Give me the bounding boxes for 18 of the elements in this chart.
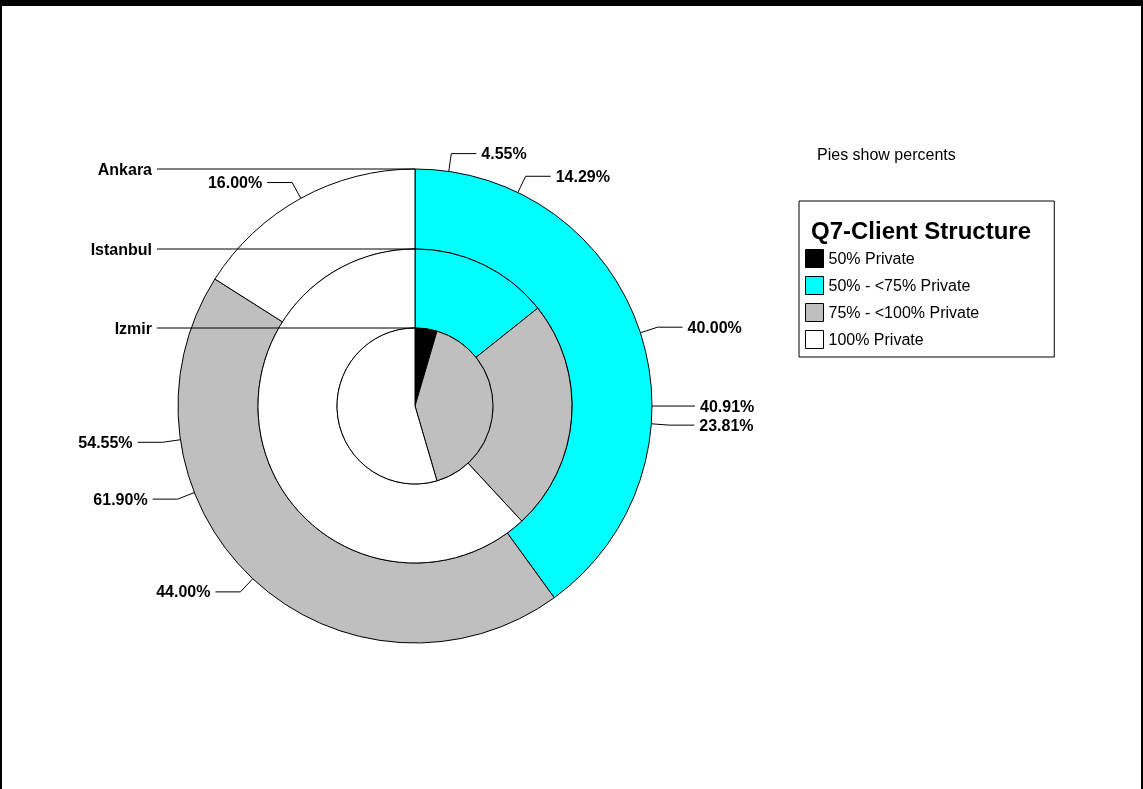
legend-label: 100% Private (828, 331, 924, 348)
data-label: 4.55% (481, 145, 527, 163)
data-label: 61.90% (93, 490, 148, 508)
data-label: 44.00% (156, 583, 211, 601)
slice-label: Istanbul (90, 240, 152, 258)
data-label: 40.00% (687, 318, 742, 336)
legend-label: 75% - <100% Private (828, 304, 980, 321)
data-label: 16.00% (207, 174, 263, 192)
data-label: 40.91% (700, 397, 755, 415)
slice-label: Izmir (114, 319, 152, 337)
legend-label: 50% - <75% Private (828, 277, 971, 294)
slice-label: Ankara (97, 160, 153, 178)
data-label: 14.29% (555, 167, 610, 185)
data-label: 23.81% (699, 416, 754, 434)
legend-title: Q7-Client Structure (811, 216, 1032, 244)
text: Pies show percents (817, 145, 956, 163)
legend-label: 50% Private (828, 250, 915, 267)
data-label: 54.55% (78, 433, 133, 451)
